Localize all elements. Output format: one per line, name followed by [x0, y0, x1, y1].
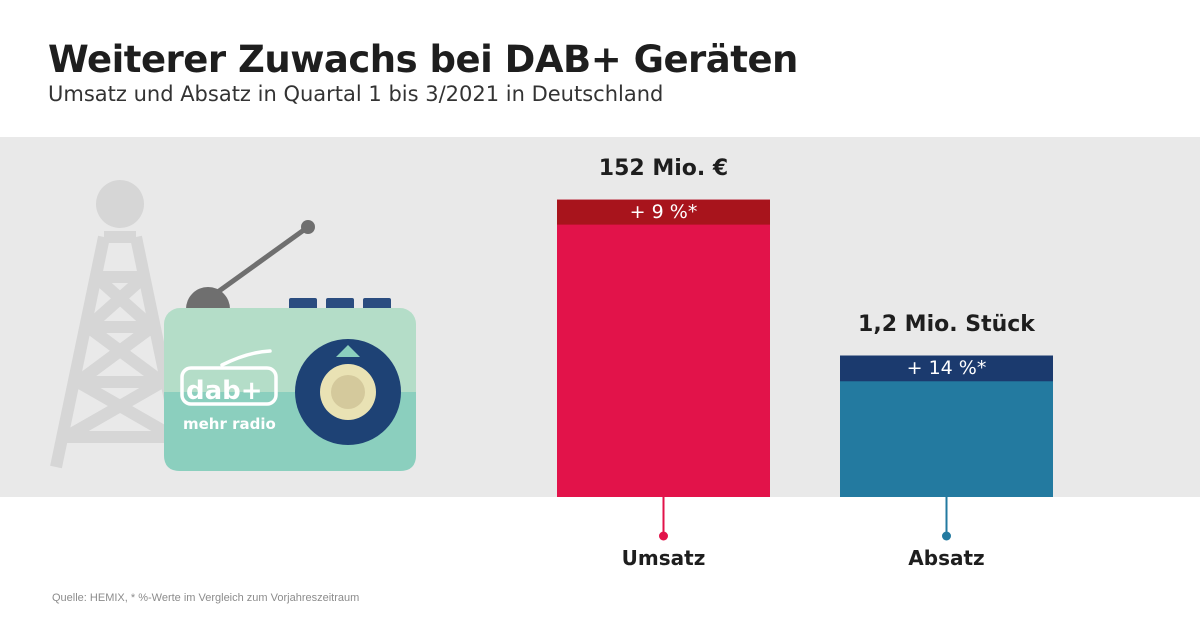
category-label-umsatz: Umsatz	[621, 546, 706, 570]
change-label-umsatz: + 9 %*	[629, 201, 698, 224]
value-label-umsatz: 152 Mio. €	[598, 155, 729, 181]
category-label-absatz: Absatz	[908, 546, 985, 570]
change-label-absatz: + 14 %*	[906, 357, 987, 380]
bar-change-segment-absatz	[840, 355, 1053, 382]
radio-illustration: dab+ mehr radio	[50, 180, 416, 471]
chart-subtitle: Umsatz und Absatz in Quartal 1 bis 3/202…	[48, 82, 664, 106]
leader-dot-umsatz	[659, 531, 668, 541]
bar-change-segment-umsatz	[557, 199, 770, 225]
chart-title: Weiterer Zuwachs bei DAB+ Geräten	[48, 38, 798, 81]
dab-logo-text: dab+	[186, 376, 263, 406]
radio-icon	[164, 220, 416, 471]
bar-umsatz	[557, 199, 770, 497]
leader-dot-absatz	[942, 531, 951, 541]
source-note: Quelle: HEMIX, * %-Werte im Vergleich zu…	[52, 592, 360, 604]
dab-logo-tagline: mehr radio	[183, 415, 276, 433]
value-label-absatz: 1,2 Mio. Stück	[858, 311, 1035, 337]
